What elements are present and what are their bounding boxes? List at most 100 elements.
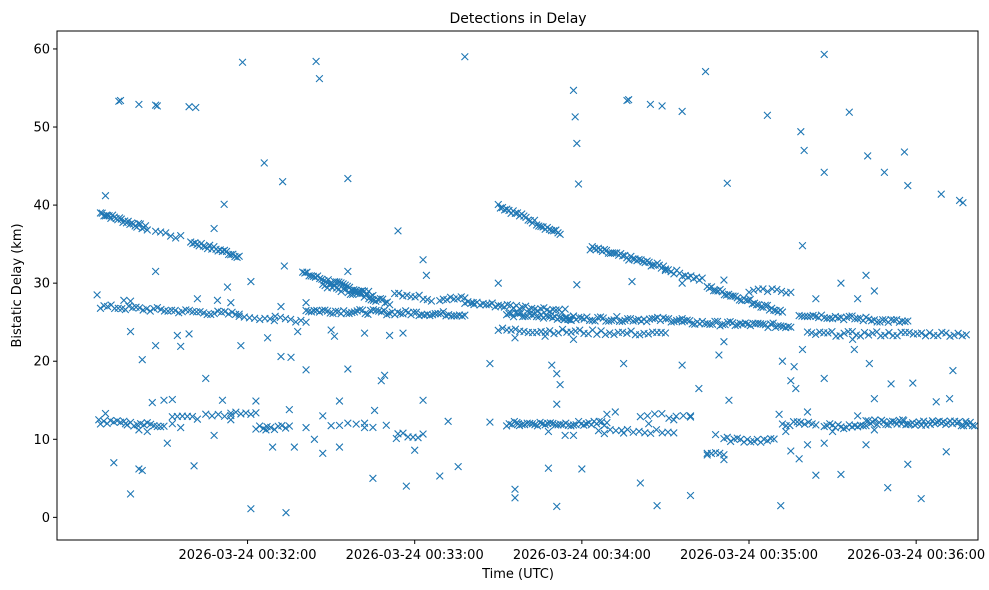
data-point — [564, 315, 572, 324]
data-point — [763, 287, 772, 296]
data-point — [310, 435, 319, 444]
data-point — [618, 252, 627, 260]
data-point — [193, 294, 202, 303]
data-point — [315, 274, 324, 283]
data-point — [307, 272, 316, 280]
data-point — [610, 330, 618, 339]
data-point — [120, 296, 128, 305]
data-point — [759, 285, 767, 293]
data-point — [318, 280, 327, 289]
y-tick-label: 10 — [33, 433, 50, 448]
data-point — [715, 449, 724, 458]
data-point — [925, 329, 934, 337]
data-point — [800, 420, 809, 429]
data-point — [953, 419, 961, 427]
data-point — [611, 408, 620, 416]
data-point — [770, 306, 778, 315]
data-point — [302, 298, 310, 307]
data-point — [955, 196, 964, 205]
data-point — [168, 419, 177, 428]
data-point — [138, 355, 147, 364]
data-point — [909, 379, 917, 387]
data-point — [281, 424, 290, 432]
data-point — [678, 107, 686, 116]
x-tick-label: 2026-03-24 00:32:00 — [179, 548, 317, 563]
data-point — [797, 418, 805, 426]
data-point — [443, 295, 451, 304]
data-point — [344, 174, 352, 183]
data-point — [171, 234, 180, 242]
data-point — [968, 421, 977, 430]
data-point — [392, 434, 401, 443]
data-point — [541, 328, 550, 336]
data-point — [247, 504, 255, 513]
data-point — [101, 191, 110, 200]
data-point — [798, 345, 807, 354]
data-point — [505, 309, 513, 318]
data-point — [882, 420, 890, 429]
data-point — [348, 308, 356, 317]
data-point — [646, 100, 655, 109]
data-point — [937, 419, 946, 427]
data-point — [533, 422, 542, 430]
data-point — [726, 317, 734, 326]
data-point — [803, 440, 812, 449]
data-point — [227, 411, 235, 420]
y-axis-label: Bistatic Delay (km) — [10, 223, 25, 347]
data-point — [842, 313, 851, 322]
data-point — [327, 421, 335, 430]
x-tick-label: 2026-03-24 00:36:00 — [847, 548, 985, 563]
x-tick-label: 2026-03-24 00:34:00 — [513, 548, 651, 563]
data-point — [302, 423, 310, 432]
data-point — [800, 146, 808, 155]
data-point — [820, 439, 829, 447]
data-point — [321, 306, 329, 314]
data-point — [800, 312, 809, 321]
data-point — [345, 309, 353, 318]
data-point — [331, 307, 340, 316]
data-point — [883, 483, 892, 492]
data-point — [820, 422, 829, 431]
data-point — [325, 280, 334, 289]
data-point — [781, 427, 790, 436]
data-point — [524, 216, 532, 224]
data-point — [503, 300, 512, 309]
data-point — [339, 285, 348, 293]
data-point — [545, 326, 554, 335]
data-point — [434, 309, 442, 318]
data-point — [171, 306, 179, 315]
data-point — [419, 255, 427, 264]
data-point — [142, 304, 151, 313]
data-point — [776, 322, 785, 330]
data-point — [176, 423, 185, 432]
data-point — [555, 313, 564, 322]
data-point — [701, 67, 710, 76]
data-point — [544, 464, 553, 472]
data-point — [247, 410, 255, 419]
data-point — [778, 420, 787, 428]
data-point — [461, 52, 469, 61]
data-point — [315, 74, 324, 83]
y-tick-label: 40 — [33, 199, 50, 214]
data-point — [151, 267, 160, 276]
data-point — [191, 103, 200, 112]
data-point — [588, 316, 597, 325]
data-point — [135, 304, 144, 312]
data-point — [509, 312, 518, 321]
data-point — [764, 323, 772, 332]
data-point — [649, 261, 658, 269]
data-point — [511, 485, 519, 494]
data-point — [547, 361, 556, 369]
data-point — [787, 447, 795, 455]
data-point — [784, 322, 793, 331]
data-point — [731, 321, 739, 330]
data-point — [820, 374, 829, 383]
data-point — [427, 297, 436, 305]
x-axis-ticks: 2026-03-24 00:32:00 2026-03-24 00:33:00 20… — [179, 540, 985, 563]
data-point — [168, 395, 177, 404]
data-point — [486, 418, 494, 426]
data-point — [511, 325, 520, 333]
data-point — [862, 271, 870, 280]
data-point — [890, 316, 898, 324]
data-point — [826, 314, 834, 322]
